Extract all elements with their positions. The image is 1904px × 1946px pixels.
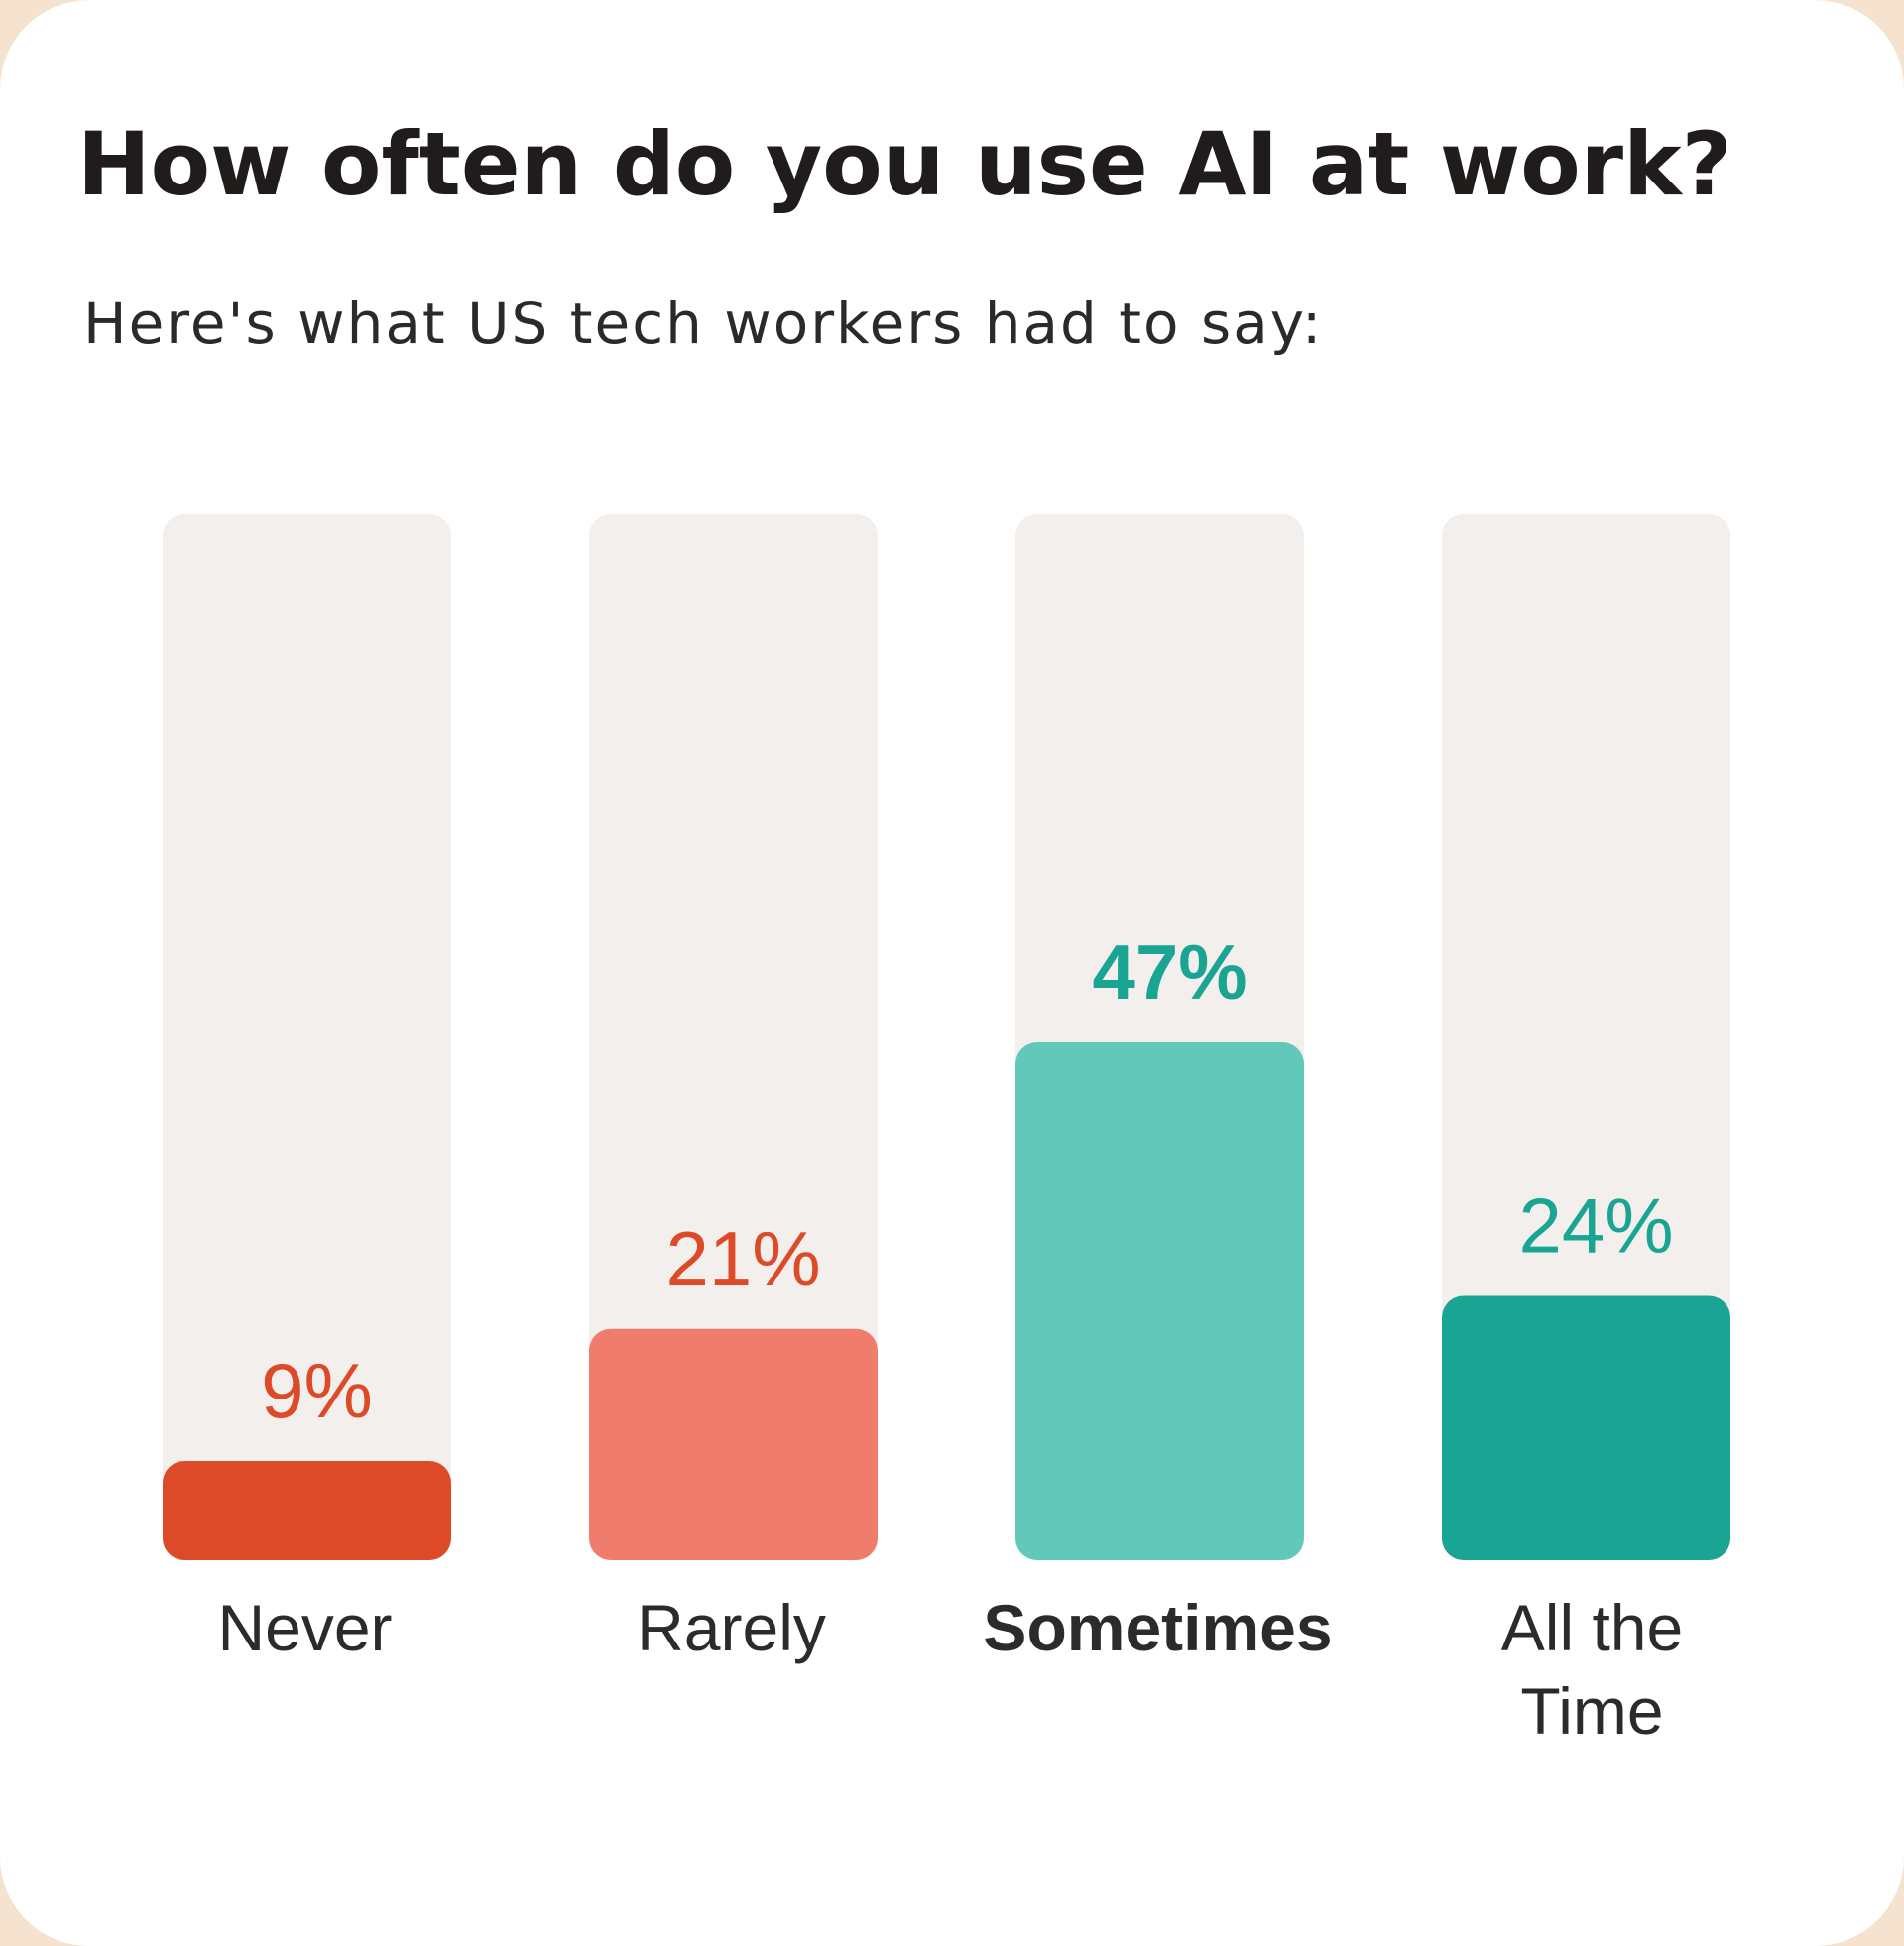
bar-track-rarely	[589, 514, 878, 1560]
bar-all-the-time	[1442, 1295, 1730, 1560]
value-label-all-the-time: 24%	[1518, 1181, 1673, 1269]
value-label-rarely: 21%	[665, 1215, 820, 1302]
bar-rarely	[589, 1328, 878, 1560]
value-label-sometimes: 47%	[1092, 928, 1247, 1016]
category-label-rarely: Rarely	[637, 1591, 826, 1664]
bar-never	[163, 1461, 451, 1560]
category-label-never: Never	[217, 1591, 392, 1664]
bar-track-never	[163, 514, 451, 1560]
category-label-all-the-time: All the Time	[1501, 1591, 1683, 1748]
chart-subtitle: Here's what US tech workers had to say:	[83, 290, 1324, 357]
chart-title: How often do you use AI at work?	[77, 113, 1732, 215]
category-label-sometimes: Sometimes	[983, 1591, 1332, 1664]
bar-sometimes	[1015, 1042, 1304, 1560]
value-label-never: 9%	[261, 1347, 373, 1434]
